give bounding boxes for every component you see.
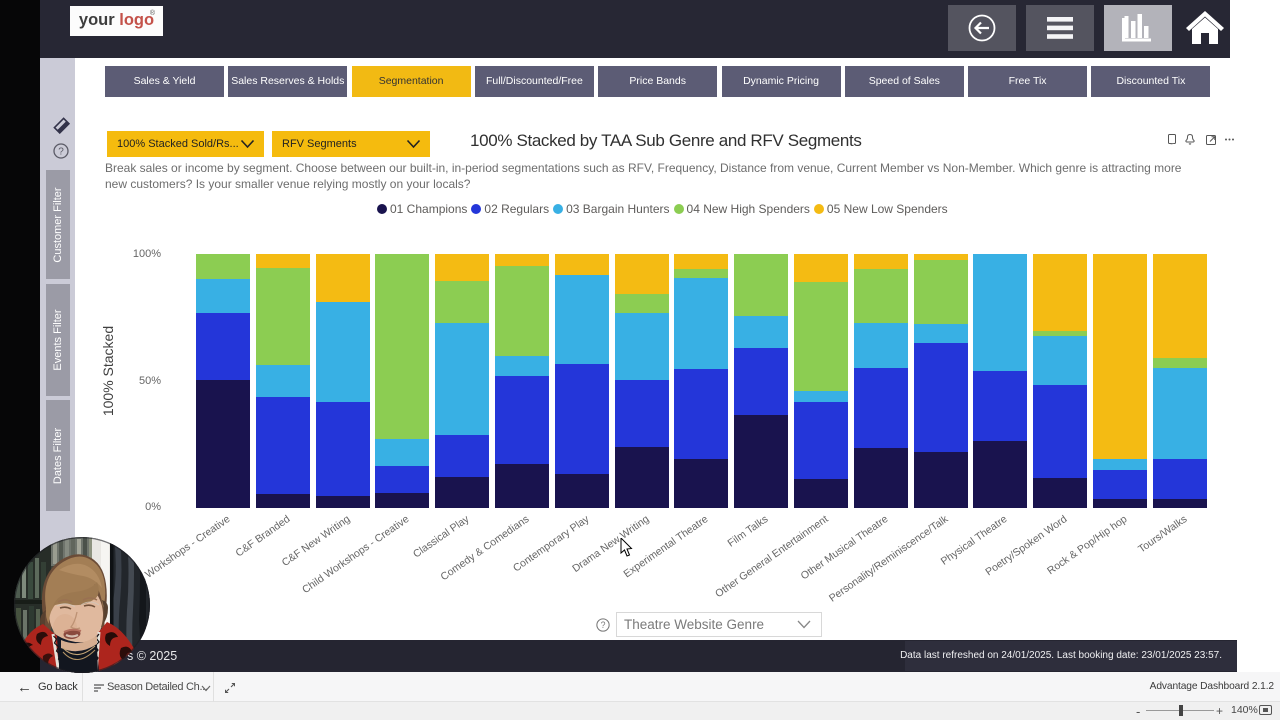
svg-text:?: ?: [601, 620, 606, 630]
svg-text:?: ?: [58, 147, 64, 158]
